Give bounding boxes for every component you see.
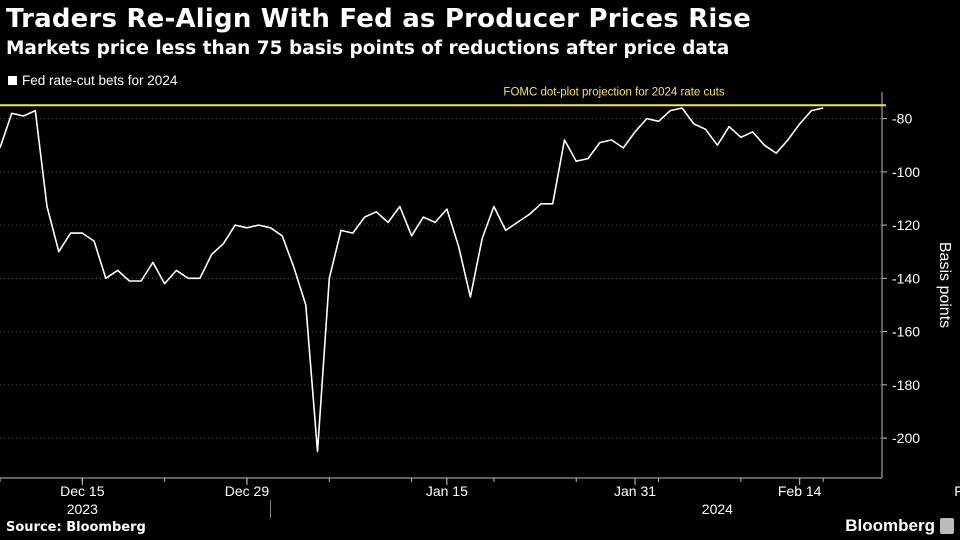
x-tick-label: Jan 31 xyxy=(614,483,656,499)
brand-logo: Bloomberg xyxy=(845,516,954,536)
legend: Fed rate-cut bets for 2024 xyxy=(8,73,177,88)
x-tick-label: Dec 29 xyxy=(225,483,270,499)
y-tick-label: -160 xyxy=(892,324,920,340)
x-tick-label: Feb 29 xyxy=(954,483,960,499)
y-tick-label: -180 xyxy=(892,377,920,393)
x-tick-label: Dec 15 xyxy=(60,483,105,499)
bloomberg-terminal-icon xyxy=(940,518,954,534)
source-note: Source: Bloomberg xyxy=(6,520,146,535)
y-axis-title: Basis points xyxy=(936,242,953,328)
series-line-rate-cut-bets xyxy=(0,107,824,453)
y-tick-label: -140 xyxy=(892,270,920,286)
brand-name: Bloomberg xyxy=(845,516,935,535)
y-tick-label: -120 xyxy=(892,217,920,233)
x-tick-label: Jan 15 xyxy=(426,483,468,499)
year-label: 2023 xyxy=(67,501,98,517)
legend-swatch-icon xyxy=(8,76,17,85)
fomc-annotation: FOMC dot-plot projection for 2024 rate c… xyxy=(503,86,724,98)
x-tick-label: Feb 14 xyxy=(778,483,822,499)
y-tick-label: -80 xyxy=(892,111,912,127)
chart-title: Traders Re-Align With Fed as Producer Pr… xyxy=(6,4,752,34)
y-tick-label: -100 xyxy=(892,164,920,180)
y-tick-label: -200 xyxy=(892,430,920,446)
year-label: 2024 xyxy=(702,501,733,517)
chart-subtitle: Markets price less than 75 basis points … xyxy=(6,38,730,59)
legend-label: Fed rate-cut bets for 2024 xyxy=(22,73,178,88)
